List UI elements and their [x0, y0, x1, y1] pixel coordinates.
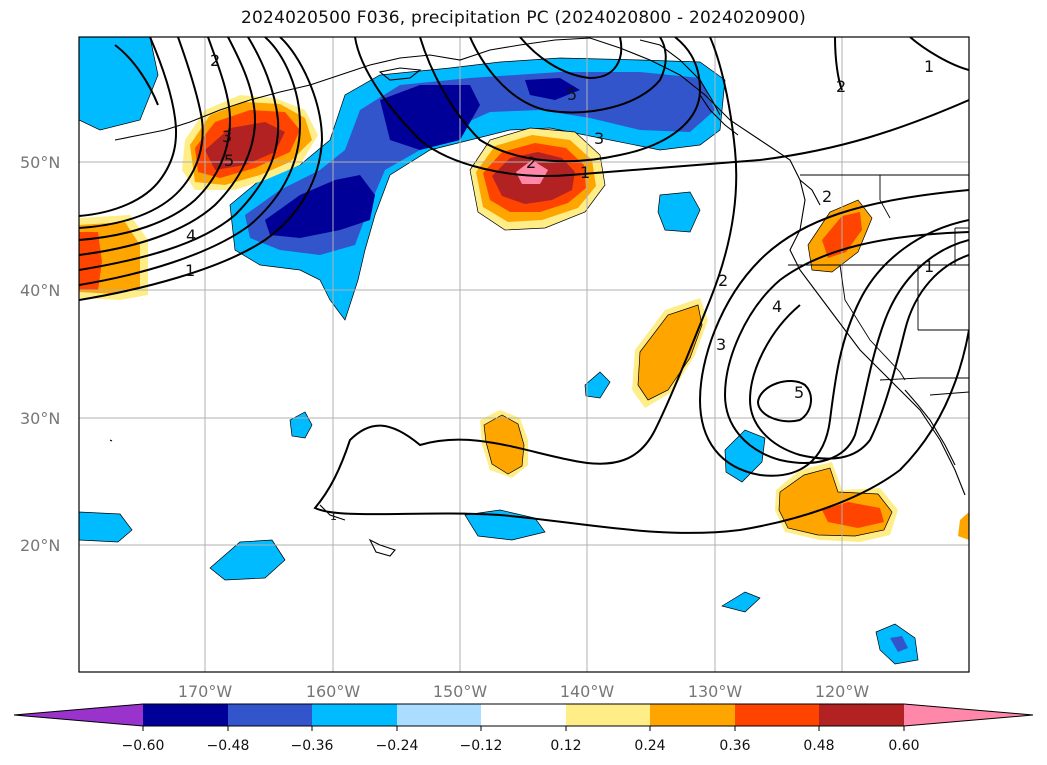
negative-anomaly-north-pacific — [79, 37, 726, 321]
map-frame — [78, 36, 970, 673]
colorbar: −0.60 −0.48 −0.36 −0.24 −0.12 0.12 0.24 … — [13, 703, 1034, 754]
contour-label: 4 — [772, 297, 782, 316]
state-borders — [788, 174, 969, 396]
contour-label: 2 — [822, 187, 832, 206]
colorbar-label: −0.36 — [291, 738, 334, 754]
contour-label: 5 — [794, 383, 804, 402]
contour-label: 2 — [210, 51, 220, 70]
colorbar-swatch — [819, 704, 904, 726]
contour-label: 2 — [718, 271, 728, 290]
coastlines — [109, 37, 966, 557]
lat-label-50n: 50°N — [20, 153, 60, 172]
latitude-labels: 50°N 40°N 30°N 20°N — [20, 153, 60, 555]
colorbar-label: −0.12 — [460, 738, 503, 754]
contour-labels: 2 3 5 4 1 2 1 3 5 2 2 3 4 5 1 2 1 1 — [185, 51, 934, 523]
contour-label: 1 — [924, 257, 934, 276]
colorbar-label: −0.48 — [207, 738, 250, 754]
lat-label-20n: 20°N — [20, 536, 60, 555]
colorbar-swatch — [228, 704, 312, 726]
colorbar-label: 0.60 — [888, 738, 919, 754]
lon-label-170w: 170°W — [178, 682, 233, 701]
contour-label: 1 — [330, 510, 337, 523]
colorbar-swatch — [735, 704, 819, 726]
colorbar-swatch — [397, 704, 481, 726]
colorbar-under-arrow — [14, 704, 143, 726]
contour-label: 5 — [224, 151, 234, 170]
contours — [79, 37, 969, 534]
map-panel: 2 3 5 4 1 2 1 3 5 2 2 3 4 5 1 2 1 1 — [79, 37, 969, 672]
colorbar-label: 0.48 — [803, 738, 834, 754]
colorbar-label: 0.24 — [634, 738, 665, 754]
colorbar-label: 0.36 — [719, 738, 750, 754]
contour-label: 2 — [526, 153, 536, 172]
colorbar-swatch — [566, 704, 650, 726]
positive-anomaly-subtropical — [480, 199, 969, 542]
colorbar-swatch — [650, 704, 735, 726]
contour-label: 3 — [716, 335, 726, 354]
lon-label-150w: 150°W — [433, 682, 488, 701]
colorbar-ticks — [142, 726, 905, 731]
contour-label: 2 — [836, 77, 846, 96]
colorbar-swatch — [481, 704, 566, 726]
lon-label-160w: 160°W — [306, 682, 361, 701]
colorbar-label: −0.60 — [122, 738, 165, 754]
contour-label: 3 — [594, 129, 604, 148]
positive-anomaly-central-pacific — [469, 127, 606, 231]
colorbar-label: 0.12 — [550, 738, 581, 754]
contour-label: 3 — [222, 127, 232, 146]
lon-label-130w: 130°W — [688, 682, 743, 701]
contour-label: 1 — [580, 163, 590, 182]
contour-label: 1 — [185, 261, 195, 280]
colorbar-over-arrow — [904, 704, 1033, 726]
colorbar-swatch — [143, 704, 228, 726]
contour-label: 5 — [567, 85, 577, 104]
lon-label-140w: 140°W — [560, 682, 615, 701]
contour-label: 1 — [924, 57, 934, 76]
lat-label-30n: 30°N — [20, 409, 60, 428]
map-title: 2024020500 F036, precipitation PC (20240… — [241, 8, 806, 28]
longitude-labels: 170°W 160°W 150°W 140°W 130°W 120°W — [178, 682, 870, 701]
contour-label: 4 — [186, 226, 196, 245]
gridlines — [79, 37, 969, 672]
lat-label-40n: 40°N — [20, 281, 60, 300]
colorbar-swatch — [312, 704, 397, 726]
colorbar-label: −0.24 — [376, 738, 419, 754]
lon-label-120w: 120°W — [815, 682, 870, 701]
